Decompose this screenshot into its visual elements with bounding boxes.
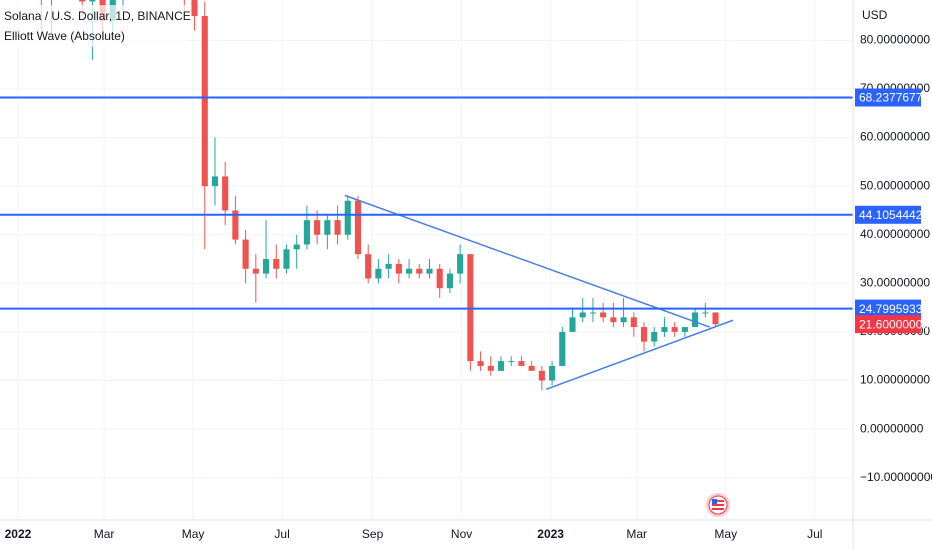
y-tick-label: −10.00000000 bbox=[860, 470, 932, 484]
x-tick-label: Sep bbox=[362, 527, 384, 541]
y-axis-label: USD bbox=[862, 8, 888, 22]
candle-body bbox=[273, 259, 280, 269]
candle-body bbox=[692, 312, 699, 328]
candle-body bbox=[559, 331, 566, 366]
trendline bbox=[344, 194, 710, 328]
plot-area bbox=[0, 0, 853, 391]
candle-body bbox=[681, 327, 688, 332]
candle-body bbox=[671, 327, 678, 332]
x-tick-label: May bbox=[714, 527, 737, 541]
trendline bbox=[545, 319, 734, 390]
candle-body bbox=[395, 263, 402, 274]
last-price-box bbox=[855, 315, 921, 334]
legend-backdrop bbox=[0, 5, 186, 47]
candle-body bbox=[549, 365, 556, 381]
candle-body bbox=[416, 268, 423, 274]
candle-body bbox=[79, 0, 86, 2]
x-tick-label: 2022 bbox=[5, 527, 32, 541]
last-price-text: 21.60000000 bbox=[859, 317, 929, 331]
candle-body bbox=[222, 176, 229, 211]
y-tick-label: 50.00000000 bbox=[860, 178, 930, 192]
candle-body bbox=[252, 268, 259, 274]
grid bbox=[0, 0, 853, 520]
indicator-name: Elliott Wave (Absolute) bbox=[4, 29, 125, 43]
y-tick-label: 10.00000000 bbox=[860, 373, 930, 387]
candle-body bbox=[630, 317, 637, 328]
y-tick-label: 80.00000000 bbox=[860, 33, 930, 47]
candle-body bbox=[405, 268, 413, 274]
candle-body bbox=[702, 312, 709, 314]
candle-body bbox=[640, 327, 648, 342]
candle-body bbox=[538, 370, 545, 381]
candle-body bbox=[375, 268, 382, 279]
y-tick-label: 40.00000000 bbox=[860, 227, 930, 241]
candle-body bbox=[661, 327, 668, 332]
candle-body bbox=[314, 220, 321, 235]
candle-body bbox=[385, 263, 392, 269]
candle-body bbox=[651, 331, 658, 342]
candle-body bbox=[610, 317, 617, 323]
candle-body bbox=[232, 210, 239, 240]
candle-body bbox=[446, 273, 453, 289]
candle-body bbox=[518, 361, 525, 366]
y-tick-label: 0.00000000 bbox=[860, 421, 924, 435]
level-label-box bbox=[855, 205, 921, 224]
candle-body bbox=[712, 312, 719, 325]
candle-body bbox=[436, 268, 443, 289]
level-label-text: 44.10544420 bbox=[859, 208, 929, 222]
candle-body bbox=[600, 312, 607, 318]
level-label: 24.79959337 bbox=[855, 299, 929, 318]
candle-body bbox=[334, 220, 341, 235]
candle-body bbox=[191, 0, 198, 17]
candle-body bbox=[211, 176, 219, 187]
x-tick-label: Mar bbox=[94, 527, 115, 541]
candle-body bbox=[477, 361, 484, 366]
flag-icon[interactable] bbox=[706, 493, 730, 517]
candle-body bbox=[569, 317, 576, 332]
candle-body bbox=[283, 249, 290, 269]
candle-body bbox=[344, 200, 351, 235]
x-tick-label: Nov bbox=[451, 527, 472, 541]
candle-body bbox=[620, 317, 627, 323]
level-label-text: 24.79959337 bbox=[859, 302, 929, 316]
level-label: 68.23776773 bbox=[855, 88, 929, 107]
candle-body bbox=[589, 312, 597, 314]
candle-body bbox=[528, 365, 535, 371]
y-tick-label: 60.00000000 bbox=[860, 130, 930, 144]
chart-title: Solana / U.S. Dollar, 1D, BINANCE bbox=[4, 9, 191, 23]
x-tick-label: Mar bbox=[626, 527, 647, 541]
level-label-box bbox=[855, 88, 921, 107]
x-tick-label: Jul bbox=[274, 527, 289, 541]
x-tick-label: Jul bbox=[807, 527, 822, 541]
y-tick-label: 30.00000000 bbox=[860, 275, 930, 289]
candle-body bbox=[303, 220, 310, 245]
candle-body bbox=[324, 220, 331, 235]
level-label: 44.10544420 bbox=[855, 205, 929, 224]
last-price-label: 21.60000000 bbox=[855, 315, 929, 334]
candle-body bbox=[89, 0, 96, 2]
candle-body bbox=[262, 259, 270, 274]
candle-body bbox=[293, 244, 300, 250]
candle-body bbox=[426, 268, 433, 274]
candle-body bbox=[487, 365, 494, 371]
candle-body bbox=[579, 312, 586, 318]
candle-body bbox=[508, 361, 515, 363]
candle-body bbox=[242, 239, 249, 269]
candle-body bbox=[201, 16, 208, 187]
x-tick-label: 2023 bbox=[537, 527, 564, 541]
level-label-text: 68.23776773 bbox=[859, 91, 929, 105]
level-label-box bbox=[855, 299, 921, 318]
candle-body bbox=[457, 254, 464, 274]
candle-body bbox=[365, 254, 372, 279]
candle-body bbox=[354, 200, 362, 255]
candle-body bbox=[497, 361, 505, 371]
x-tick-label: May bbox=[182, 527, 205, 541]
